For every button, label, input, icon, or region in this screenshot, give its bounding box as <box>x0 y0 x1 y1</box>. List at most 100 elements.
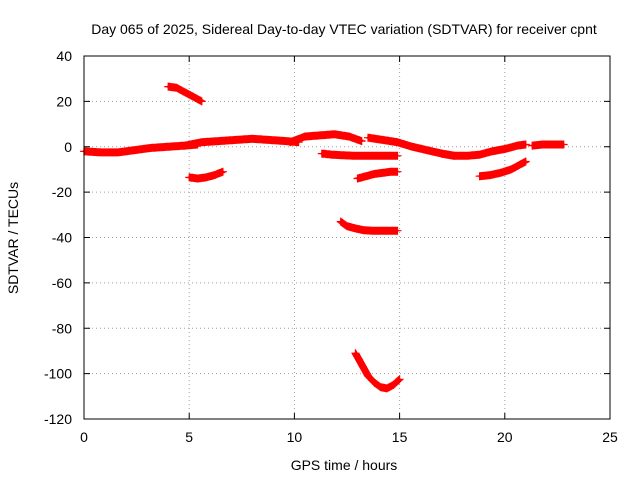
data-point <box>387 229 391 232</box>
data-point <box>99 151 103 154</box>
data-point <box>356 177 359 180</box>
y-tick-label: 20 <box>56 93 72 109</box>
data-point <box>516 144 519 147</box>
data-point <box>541 143 544 146</box>
series-arc-02 <box>181 134 303 150</box>
data-point <box>453 154 456 158</box>
data-point <box>551 143 555 146</box>
data-point <box>373 381 376 384</box>
y-axis-label: SDTVAR / TECUs <box>5 182 21 294</box>
x-tick-label: 25 <box>602 429 618 445</box>
data-point <box>354 227 357 230</box>
series-arc-06 <box>528 140 568 150</box>
data-point <box>530 144 534 147</box>
data-point <box>503 147 506 151</box>
series-arc-12 <box>351 349 404 393</box>
data-point <box>362 229 366 232</box>
series-arc-08 <box>185 167 227 183</box>
data-point <box>396 170 399 173</box>
data-point <box>251 137 254 141</box>
data-point <box>524 143 528 146</box>
data-point <box>166 145 170 148</box>
data-point <box>150 146 153 150</box>
data-point <box>381 154 384 158</box>
data-point <box>524 160 528 163</box>
data-point <box>320 152 323 155</box>
data-point <box>116 151 119 154</box>
chart-title: Day 065 of 2025, Sidereal Day-to-day VTE… <box>91 21 597 37</box>
data-point <box>318 134 321 137</box>
x-tick-label: 20 <box>497 429 513 445</box>
data-points <box>80 82 568 393</box>
y-tick-label: -100 <box>44 366 72 382</box>
series-arc-11 <box>336 217 402 235</box>
data-point <box>221 170 225 173</box>
data-point <box>354 352 357 355</box>
y-tick-label: -20 <box>52 184 72 200</box>
data-point <box>392 383 395 387</box>
data-point <box>360 363 363 366</box>
grid <box>84 56 610 419</box>
data-point <box>425 148 429 152</box>
data-point <box>488 173 492 177</box>
y-tick-label: 0 <box>64 139 72 155</box>
ticks: 0 5 10 15 20 25 -120 -100 -80 -60 -40 -20 0 20 40 <box>44 48 618 445</box>
data-point <box>175 86 178 89</box>
data-point <box>188 176 191 179</box>
data-point <box>396 141 399 144</box>
data-markers <box>528 140 568 150</box>
series-arc-07 <box>164 82 206 106</box>
data-point <box>411 145 414 148</box>
x-tick-label: 5 <box>185 429 193 445</box>
series-arc-03 <box>286 130 366 147</box>
data-point <box>373 172 376 176</box>
data-point <box>381 138 384 142</box>
data-point <box>200 141 204 144</box>
data-point <box>331 153 334 156</box>
data-point <box>339 220 342 223</box>
y-tick-label: -80 <box>52 320 72 336</box>
data-point <box>465 154 469 158</box>
series-arc-10 <box>353 167 402 183</box>
data-point <box>478 175 481 178</box>
y-tick-label: 40 <box>56 48 72 64</box>
data-point <box>366 374 370 378</box>
data-point <box>396 229 399 232</box>
data-point <box>234 138 237 142</box>
data-point <box>200 100 204 103</box>
data-point <box>183 144 187 147</box>
data-point <box>490 150 494 153</box>
data-point <box>509 168 513 171</box>
data-point <box>183 91 187 94</box>
data-point <box>345 224 349 228</box>
x-tick-label: 15 <box>392 429 408 445</box>
data-point <box>217 139 220 143</box>
x-tick-label: 0 <box>80 429 88 445</box>
data-point <box>192 95 195 99</box>
data-point <box>368 154 372 158</box>
data-point <box>213 173 216 177</box>
data-point <box>379 386 382 389</box>
data-point <box>356 154 359 158</box>
data-point <box>398 378 401 381</box>
data-point <box>333 133 336 136</box>
data-point <box>379 229 382 232</box>
data-point <box>288 141 292 144</box>
data-point <box>267 138 271 142</box>
data-point <box>360 139 363 143</box>
data-point <box>478 153 481 156</box>
data-point <box>366 136 370 139</box>
x-tick-label: 10 <box>287 429 303 445</box>
series-arc-09 <box>317 149 402 160</box>
y-tick-label: -60 <box>52 275 72 291</box>
data-point <box>396 154 399 158</box>
data-point <box>347 135 351 138</box>
data-point <box>562 143 565 146</box>
data-point <box>371 229 374 232</box>
data-point <box>133 148 136 152</box>
data-point <box>389 170 393 173</box>
y-tick-label: -120 <box>44 411 72 427</box>
data-point <box>385 387 389 390</box>
